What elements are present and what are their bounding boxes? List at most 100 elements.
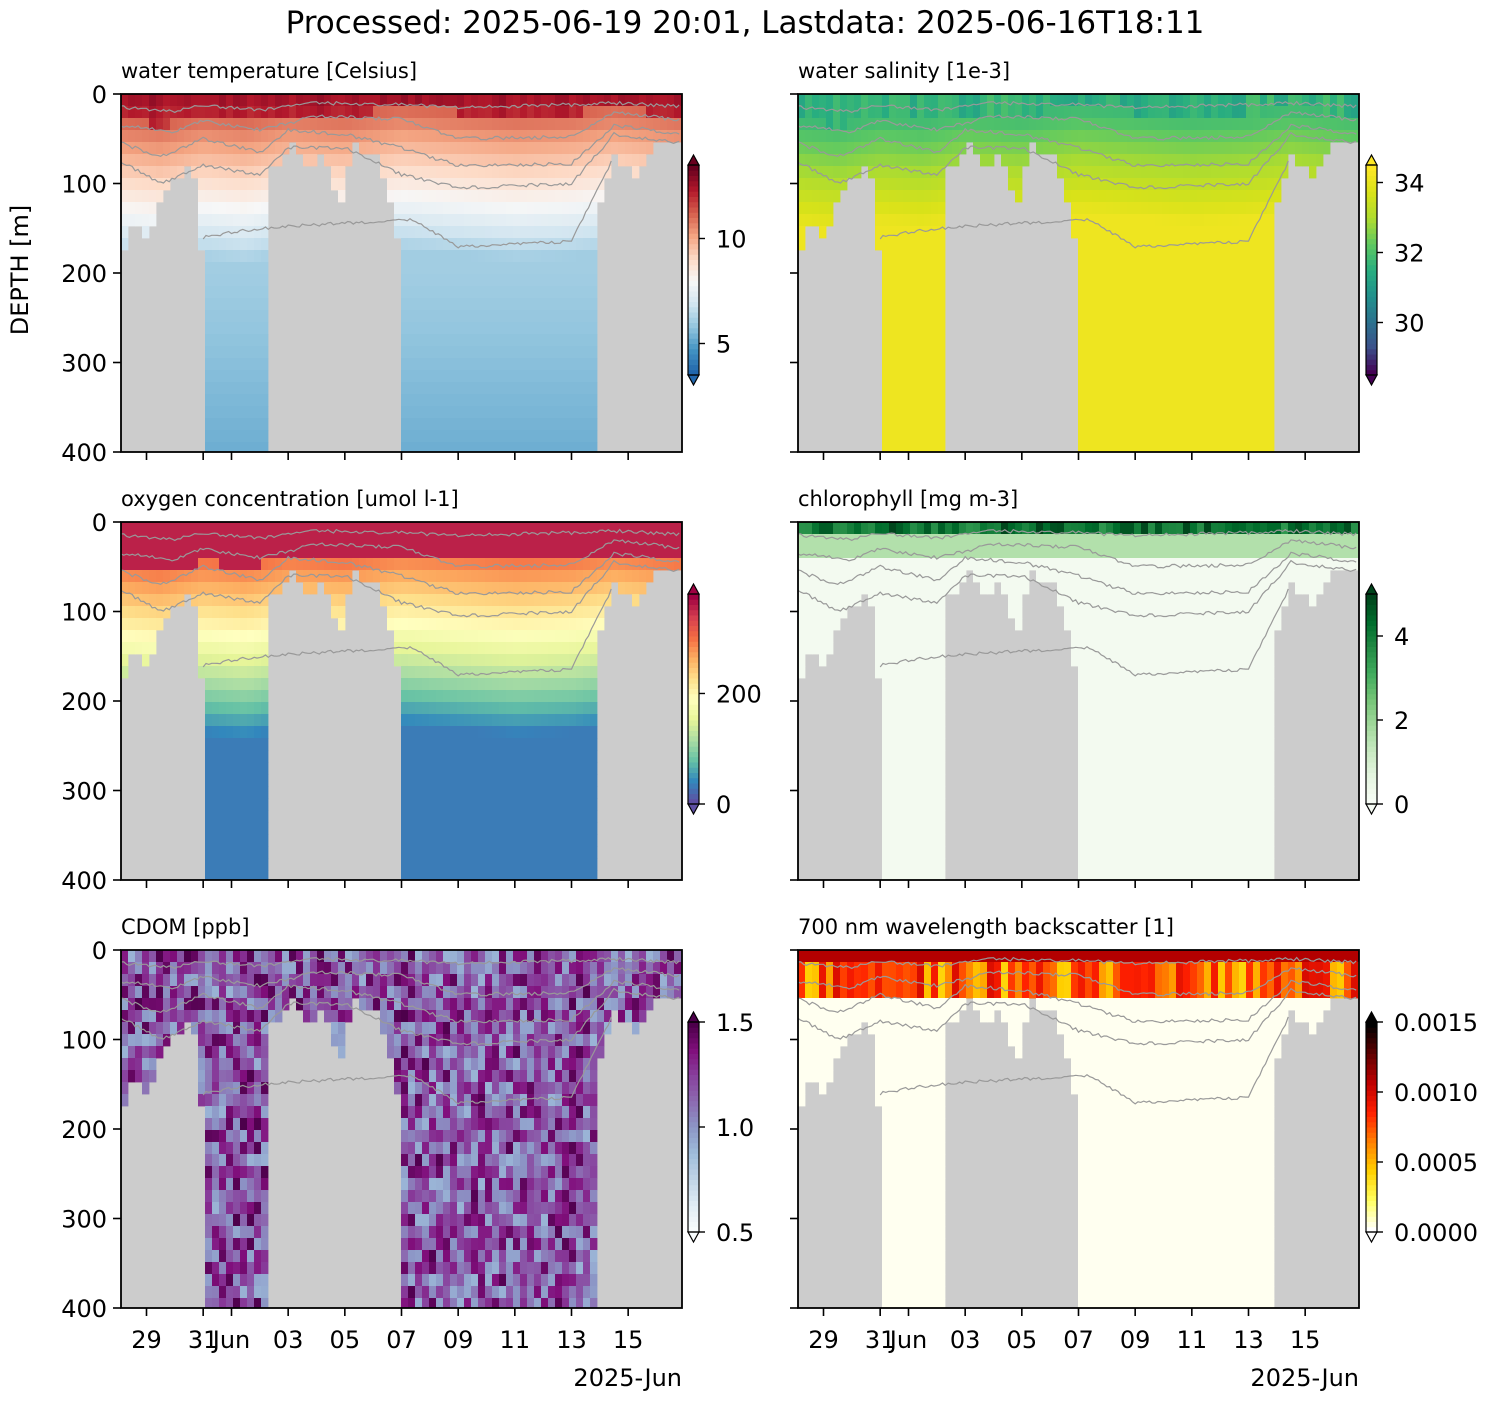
heatmap-cell — [233, 846, 240, 858]
heatmap-cell — [520, 250, 527, 262]
heatmap-cell — [457, 430, 464, 442]
heatmap-cell — [212, 798, 219, 810]
heatmap-cell — [896, 442, 903, 452]
heatmap-cell — [1155, 130, 1162, 142]
heatmap-cell — [1176, 430, 1183, 442]
heatmap-cell — [1218, 298, 1225, 310]
colorbar-segment — [688, 228, 699, 234]
heatmap-cell — [924, 798, 931, 810]
heatmap-cell — [401, 382, 408, 394]
colorbar-segment — [688, 652, 699, 658]
heatmap-cell — [135, 178, 142, 190]
heatmap-cell — [660, 546, 667, 558]
heatmap-cell — [917, 582, 924, 594]
heatmap-cell — [443, 870, 450, 880]
heatmap-cell — [429, 858, 436, 870]
heatmap-cell — [541, 226, 548, 238]
heatmap-cell — [177, 154, 184, 166]
heatmap-cell — [1246, 106, 1253, 118]
heatmap-cell — [1015, 178, 1022, 190]
heatmap-cell — [233, 774, 240, 786]
heatmap-cell — [555, 130, 562, 142]
heatmap-cell — [1078, 250, 1085, 262]
heatmap-cell — [471, 214, 478, 226]
heatmap-cell — [450, 534, 457, 546]
heatmap-cell — [464, 358, 471, 370]
heatmap-cell — [415, 534, 422, 546]
heatmap-cell — [464, 298, 471, 310]
heatmap-cell — [805, 130, 812, 142]
heatmap-cell — [903, 310, 910, 322]
heatmap-cell — [1197, 418, 1204, 430]
heatmap-cell — [938, 346, 945, 358]
heatmap-cell — [555, 546, 562, 558]
heatmap-cell — [303, 154, 310, 166]
heatmap-cell — [1050, 558, 1057, 570]
heatmap-cell — [583, 334, 590, 346]
heatmap-cell — [219, 130, 226, 142]
heatmap-cell — [408, 594, 415, 606]
heatmap-cell — [1260, 442, 1267, 452]
heatmap-cell — [436, 346, 443, 358]
heatmap-cell — [1127, 226, 1134, 238]
heatmap-cell — [527, 594, 534, 606]
heatmap-cell — [646, 570, 653, 582]
heatmap-cell — [798, 666, 805, 678]
heatmap-cell — [1204, 142, 1211, 154]
heatmap-cell — [142, 226, 149, 238]
heatmap-cell — [443, 346, 450, 358]
heatmap-cell — [457, 822, 464, 834]
heatmap-cell — [254, 334, 261, 346]
heatmap-cell — [889, 418, 896, 430]
heatmap-cell — [492, 810, 499, 822]
heatmap-cell — [471, 442, 478, 452]
heatmap-cell — [1120, 322, 1127, 334]
heatmap-cell — [135, 94, 142, 106]
heatmap-cell — [896, 358, 903, 370]
heatmap-cell — [611, 570, 618, 582]
heatmap-cell — [1015, 546, 1022, 558]
heatmap-cell — [805, 642, 812, 654]
heatmap-cell — [163, 534, 170, 546]
heatmap-cell — [261, 618, 268, 630]
heatmap-cell — [847, 166, 854, 178]
heatmap-cell — [212, 762, 219, 774]
heatmap-cell — [240, 714, 247, 726]
heatmap-cell — [450, 286, 457, 298]
heatmap-cell — [889, 786, 896, 798]
heatmap-cell — [583, 678, 590, 690]
heatmap-cell — [917, 786, 924, 798]
heatmap-cell — [1225, 226, 1232, 238]
heatmap-cell — [142, 558, 149, 570]
heatmap-cell — [1015, 166, 1022, 178]
heatmap-cell — [240, 678, 247, 690]
heatmap-cell — [233, 370, 240, 382]
heatmap-cell — [443, 166, 450, 178]
heatmap-cell — [422, 642, 429, 654]
heatmap-cell — [1197, 322, 1204, 334]
heatmap-cell — [527, 214, 534, 226]
heatmap-cell — [889, 250, 896, 262]
heatmap-cell — [1239, 334, 1246, 346]
heatmap-cell — [819, 166, 826, 178]
heatmap-cell — [247, 786, 254, 798]
heatmap-cell — [1218, 106, 1225, 118]
heatmap-cell — [436, 714, 443, 726]
heatmap-cell — [1120, 250, 1127, 262]
heatmap-cell — [569, 762, 576, 774]
colorbar-segment — [688, 233, 699, 239]
heatmap-cell — [1134, 250, 1141, 262]
heatmap-cell — [583, 810, 590, 822]
heatmap-cell — [541, 774, 548, 786]
heatmap-cell — [1155, 226, 1162, 238]
heatmap-cell — [247, 846, 254, 858]
heatmap-cell — [464, 798, 471, 810]
heatmap-cell — [555, 558, 562, 570]
heatmap-cell — [478, 166, 485, 178]
heatmap-cell — [149, 202, 156, 214]
heatmap-cell — [1183, 142, 1190, 154]
heatmap-cell — [443, 858, 450, 870]
heatmap-cell — [492, 690, 499, 702]
heatmap-cell — [205, 262, 212, 274]
heatmap-cell — [854, 130, 861, 142]
